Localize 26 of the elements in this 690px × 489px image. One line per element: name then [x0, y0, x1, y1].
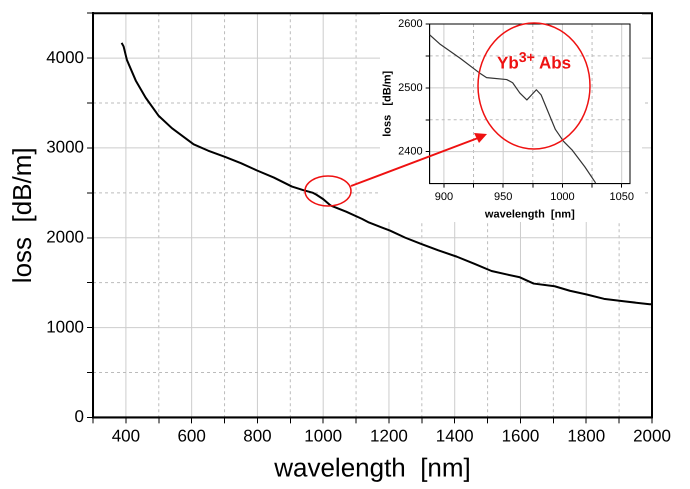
y-tick-label: 2600 — [398, 18, 423, 30]
x-tick-label: 1600 — [502, 426, 540, 446]
annotation: Yb$^{3+}$ Abs — [497, 50, 572, 74]
y-tick-label: 3000 — [46, 138, 84, 157]
y-tick-label: 1000 — [46, 317, 84, 336]
x-tick-label: 800 — [243, 426, 272, 446]
x-tick-label: 1000 — [550, 191, 575, 204]
x-tick-label: 1050 — [609, 191, 634, 204]
y-tick-label: 4000 — [46, 48, 84, 67]
x-axis-title: wavelength [nm] — [273, 452, 471, 483]
x-tick-label: 1800 — [567, 426, 606, 446]
y-tick-label: 2400 — [398, 146, 423, 158]
x-tick-label: 1400 — [436, 426, 474, 446]
x-tick-label: 1000 — [304, 426, 342, 446]
x-tick-label: 400 — [112, 426, 140, 446]
x-tick-label: 950 — [494, 191, 512, 204]
y-axis-title: loss [dB/m] — [6, 147, 37, 284]
x-tick-label: 1200 — [370, 426, 408, 446]
x-tick-label: 900 — [434, 191, 454, 204]
y-tick-label: 0 — [74, 407, 84, 426]
x-tick-label: 600 — [177, 426, 206, 446]
x-axis-title: wavelength [nm] — [484, 208, 576, 220]
y-axis-title: loss [dB/m] — [382, 70, 394, 137]
y-tick-label: 2500 — [398, 82, 423, 94]
x-tick-label: 2000 — [633, 426, 671, 446]
y-tick-label: 2000 — [46, 227, 84, 246]
